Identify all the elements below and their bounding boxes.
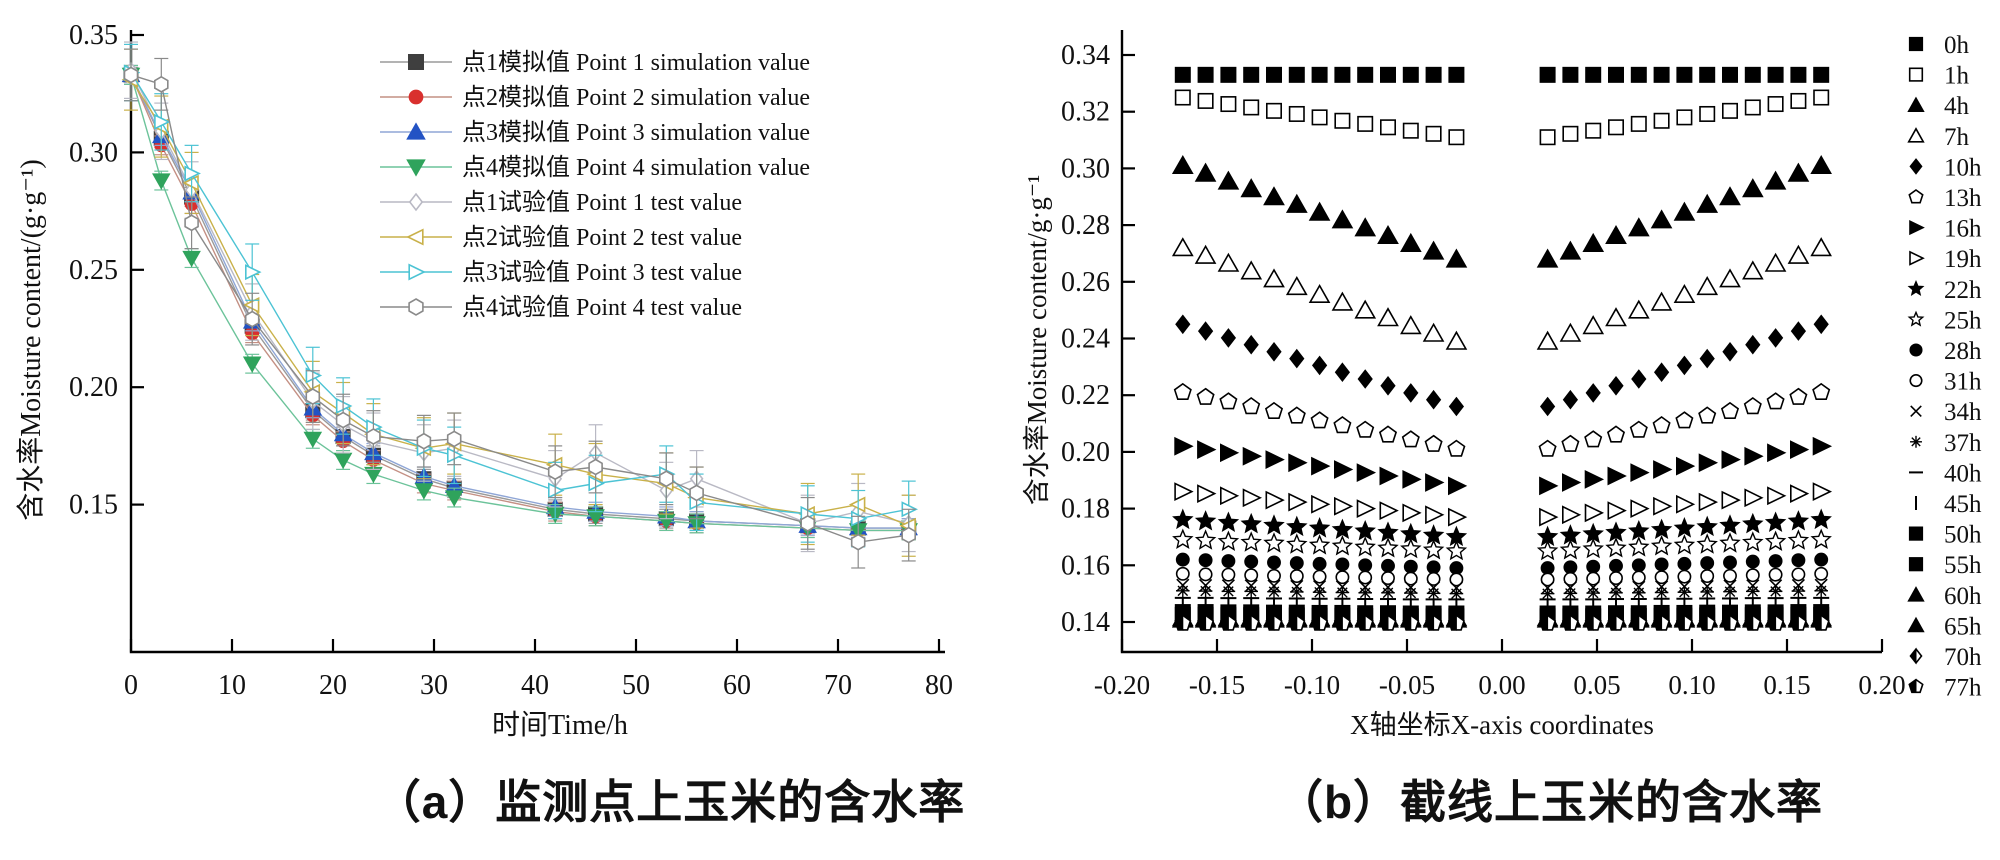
chart-b-series-1h — [1174, 89, 1830, 146]
legend-b-label-65h: 65h — [1944, 613, 1982, 640]
axis-text: 70 — [824, 670, 852, 701]
legend-b-label-40h: 40h — [1944, 460, 1982, 487]
legend-a-label-3: 点4模拟值 Point 4 simulation value — [462, 154, 810, 181]
axis-text: 80 — [925, 670, 953, 701]
chart-b-legend: 0h 1h 4h 7h 10h 13h 16h 19h 22h 25h 28h 31h 34h 37h 40… — [1907, 32, 1982, 702]
chart-a-series — [121, 41, 919, 569]
axis-text: 40 — [521, 670, 549, 701]
axis-text: 0.20 — [1061, 437, 1110, 468]
legend-b-label-19h: 19h — [1944, 246, 1982, 273]
axis-text: 含水率Moisture content/(g·g⁻¹) — [15, 159, 47, 520]
axis-text: -0.05 — [1379, 670, 1435, 700]
legend-b-label-50h: 50h — [1944, 522, 1982, 549]
legend-b-label-28h: 28h — [1944, 338, 1982, 365]
axis-text: 0.14 — [1061, 607, 1110, 638]
axis-text: 30 — [420, 670, 448, 701]
chart-a-series-7 — [123, 48, 917, 569]
chart-b-series-13h — [1173, 382, 1831, 457]
axis-text: 时间Time/h — [492, 709, 628, 741]
axis-text: 0.30 — [69, 137, 118, 168]
axis-text: 0.32 — [1061, 97, 1110, 128]
axis-text: -0.10 — [1284, 670, 1340, 700]
axis-text: 0.10 — [1668, 670, 1715, 700]
legend-b-label-31h: 31h — [1944, 369, 1982, 396]
axis-text: 0.28 — [1061, 210, 1110, 241]
axis-text: 50 — [622, 670, 650, 701]
axis-text: 0.18 — [1061, 494, 1110, 525]
axis-text: X轴坐标X-axis coordinates — [1350, 710, 1654, 740]
axis-text: 10 — [218, 670, 246, 701]
axis-text: 0.20 — [1858, 670, 1905, 700]
chart-b-series-7h — [1171, 237, 1832, 350]
figure-canvas: 0.15 0.20 0.25 0.30 0.35 0 10 20 30 40 50 60 70 80 时间T… — [15, 20, 1982, 741]
chart-b-series-4h — [1171, 154, 1832, 268]
axis-text: 含水率Moisture content/g·g⁻¹ — [1022, 175, 1052, 506]
legend-b-label-55h: 55h — [1944, 552, 1982, 579]
legend-a-label-0: 点1模拟值 Point 1 simulation value — [462, 49, 810, 76]
axis-text: 0.00 — [1478, 670, 1525, 700]
legend-b-label-16h: 16h — [1944, 216, 1982, 243]
legend-b-label-4h: 4h — [1944, 93, 1970, 120]
axis-text: 0.16 — [1061, 550, 1110, 581]
axis-text: 0.22 — [1061, 380, 1110, 411]
axis-text: 0.15 — [1763, 670, 1810, 700]
legend-b-label-77h: 77h — [1944, 675, 1982, 702]
axis-text: 0.34 — [1061, 40, 1110, 71]
axis-text: 0.30 — [1061, 153, 1110, 184]
legend-a-label-5: 点2试验值 Point 2 test value — [462, 224, 742, 251]
axis-text: 0.35 — [69, 20, 118, 51]
chart-b-series-25h — [1172, 528, 1832, 561]
legend-a-label-1: 点2模拟值 Point 2 simulation value — [462, 84, 810, 111]
legend-b-label-13h: 13h — [1944, 185, 1982, 212]
axis-text: 0 — [124, 670, 138, 701]
legend-b-label-7h: 7h — [1944, 124, 1970, 151]
legend-b-label-0h: 0h — [1944, 32, 1970, 59]
chart-b-series-22h — [1172, 508, 1832, 547]
axis-text: -0.20 — [1094, 670, 1150, 700]
axis-text: 0.24 — [1061, 324, 1110, 355]
chart-b-axes — [1120, 30, 1882, 654]
caption-a: （a）监测点上玉米的含水率 — [374, 776, 966, 828]
legend-b-label-37h: 37h — [1944, 430, 1982, 457]
legend-a-label-2: 点3模拟值 Point 3 simulation value — [462, 119, 810, 146]
legend-b-label-10h: 10h — [1944, 154, 1982, 181]
axis-text: -0.15 — [1189, 670, 1245, 700]
legend-b-label-25h: 25h — [1944, 307, 1982, 334]
chart-a: 0.15 0.20 0.25 0.30 0.35 0 10 20 30 40 50 60 70 80 时间T… — [15, 20, 953, 741]
axis-text: 0.25 — [69, 255, 118, 286]
chart-b: 0.14 0.16 0.18 0.20 0.22 0.24 0.26 0.28 0.30 0.32… — [1022, 30, 1982, 740]
chart-b-series — [1171, 66, 1833, 631]
axis-text: 60 — [723, 670, 751, 701]
legend-b-label-1h: 1h — [1944, 63, 1970, 90]
legend-a-label-7: 点4试验值 Point 4 test value — [462, 294, 742, 321]
legend-a-label-4: 点1试验值 Point 1 test value — [462, 189, 742, 216]
chart-b-series-37h — [1176, 584, 1828, 601]
chart-b-series-40h — [1174, 596, 1830, 601]
caption-b: （b）截线上玉米的含水率 — [1276, 776, 1824, 828]
legend-a-label-6: 点3试验值 Point 3 test value — [462, 259, 742, 286]
axis-text: 0.20 — [69, 372, 118, 403]
chart-b-series-31h — [1175, 566, 1829, 587]
axis-text: 20 — [319, 670, 347, 701]
legend-b-label-22h: 22h — [1944, 277, 1982, 304]
chart-b-series-10h — [1175, 314, 1829, 417]
chart-a-legend: 点1模拟值 Point 1 simulation value 点2模拟值 Poin… — [380, 49, 810, 321]
axis-text: 0.05 — [1573, 670, 1620, 700]
legend-b-label-70h: 70h — [1944, 644, 1982, 671]
legend-b-label-45h: 45h — [1944, 491, 1982, 518]
chart-b-series-0h — [1174, 66, 1830, 83]
chart-b-series-16h — [1174, 436, 1833, 496]
chart-b-series-19h — [1174, 482, 1833, 527]
axis-text: 0.26 — [1061, 267, 1110, 298]
legend-b-label-60h: 60h — [1944, 583, 1982, 610]
legend-b-label-34h: 34h — [1944, 399, 1982, 426]
axis-text: 0.15 — [69, 490, 118, 521]
chart-b-series-77h — [1174, 614, 1830, 631]
